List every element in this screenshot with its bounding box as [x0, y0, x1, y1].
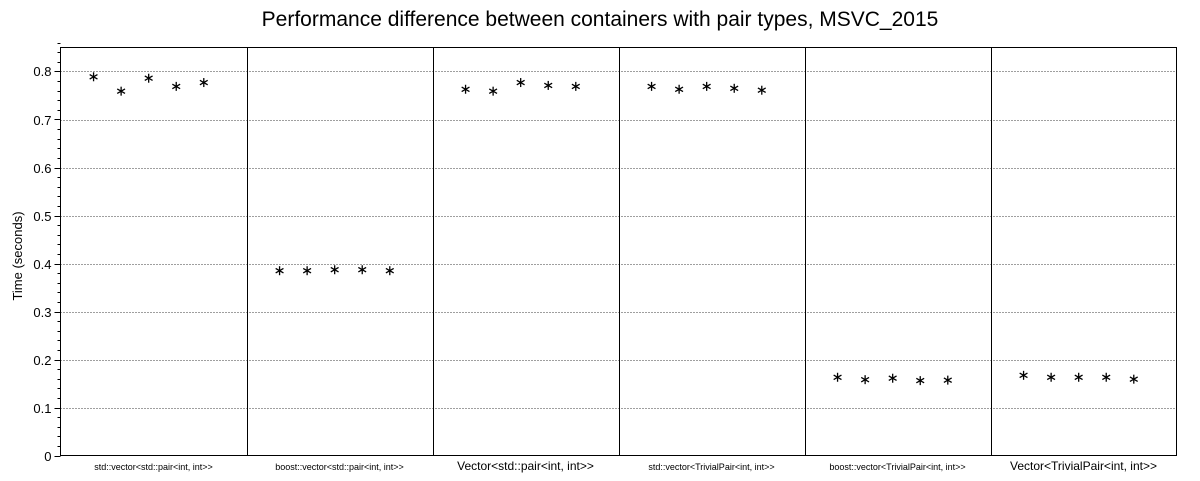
data-point: [172, 81, 181, 91]
data-point: [757, 85, 767, 95]
data-point: [358, 265, 367, 275]
data-point: [1129, 374, 1139, 384]
data-point: [302, 266, 312, 276]
data-point: [1102, 372, 1111, 382]
y-tick-label: 0.2: [33, 353, 51, 368]
data-points: [89, 72, 1139, 386]
data-point: [571, 81, 581, 91]
data-point: [702, 81, 711, 91]
data-point: [888, 373, 897, 383]
data-point: [943, 375, 953, 385]
y-tick-label: 0.8: [33, 64, 51, 79]
y-tick-label: 0.5: [33, 209, 51, 224]
data-point: [488, 86, 498, 96]
data-point: [89, 72, 98, 82]
plot-frame: [60, 47, 1177, 456]
data-point: [647, 81, 656, 91]
x-axis: std::vector<std::pair<int, int>> boost::v…: [94, 459, 1157, 473]
y-axis: 0 0.1 0.2 0.3 0.4 0.5 0.6 0.7 0.8: [33, 43, 61, 464]
y-tick-label: 0.7: [33, 113, 51, 128]
category-label: boost::vector<std::pair<int, int>>: [275, 462, 404, 472]
chart-title: Performance difference between container…: [262, 8, 939, 31]
y-tick-label: 0.3: [33, 305, 51, 320]
data-point: [199, 78, 209, 88]
data-point: [516, 78, 525, 88]
data-point: [674, 84, 684, 94]
data-point: [1074, 372, 1083, 382]
category-label: Vector<std::pair<int, int>>: [457, 459, 594, 473]
category-label: boost::vector<TrivialPair<int, int>>: [829, 462, 965, 472]
data-point: [1046, 372, 1056, 382]
category-separators: [247, 47, 992, 456]
data-point: [544, 80, 553, 90]
data-point: [144, 73, 153, 83]
data-point: [275, 266, 284, 276]
y-tick-label: 0: [44, 449, 51, 464]
category-label: Vector<TrivialPair<int, int>>: [1010, 459, 1157, 473]
y-tick-label: 0.4: [33, 257, 51, 272]
data-point: [330, 265, 339, 275]
data-point: [1019, 370, 1028, 380]
y-tick-label: 0.1: [33, 401, 51, 416]
data-point: [730, 83, 739, 93]
y-axis-label: Time (seconds): [10, 211, 25, 300]
gridlines: [60, 71, 1177, 409]
category-label: std::vector<std::pair<int, int>>: [94, 462, 213, 472]
data-point: [833, 372, 842, 382]
data-point: [385, 266, 395, 276]
y-tick-label: 0.6: [33, 161, 51, 176]
data-point: [116, 86, 126, 96]
category-label: std::vector<TrivialPair<int, int>>: [648, 462, 774, 472]
data-point: [860, 375, 870, 385]
data-point: [461, 84, 470, 94]
data-point: [916, 376, 925, 386]
